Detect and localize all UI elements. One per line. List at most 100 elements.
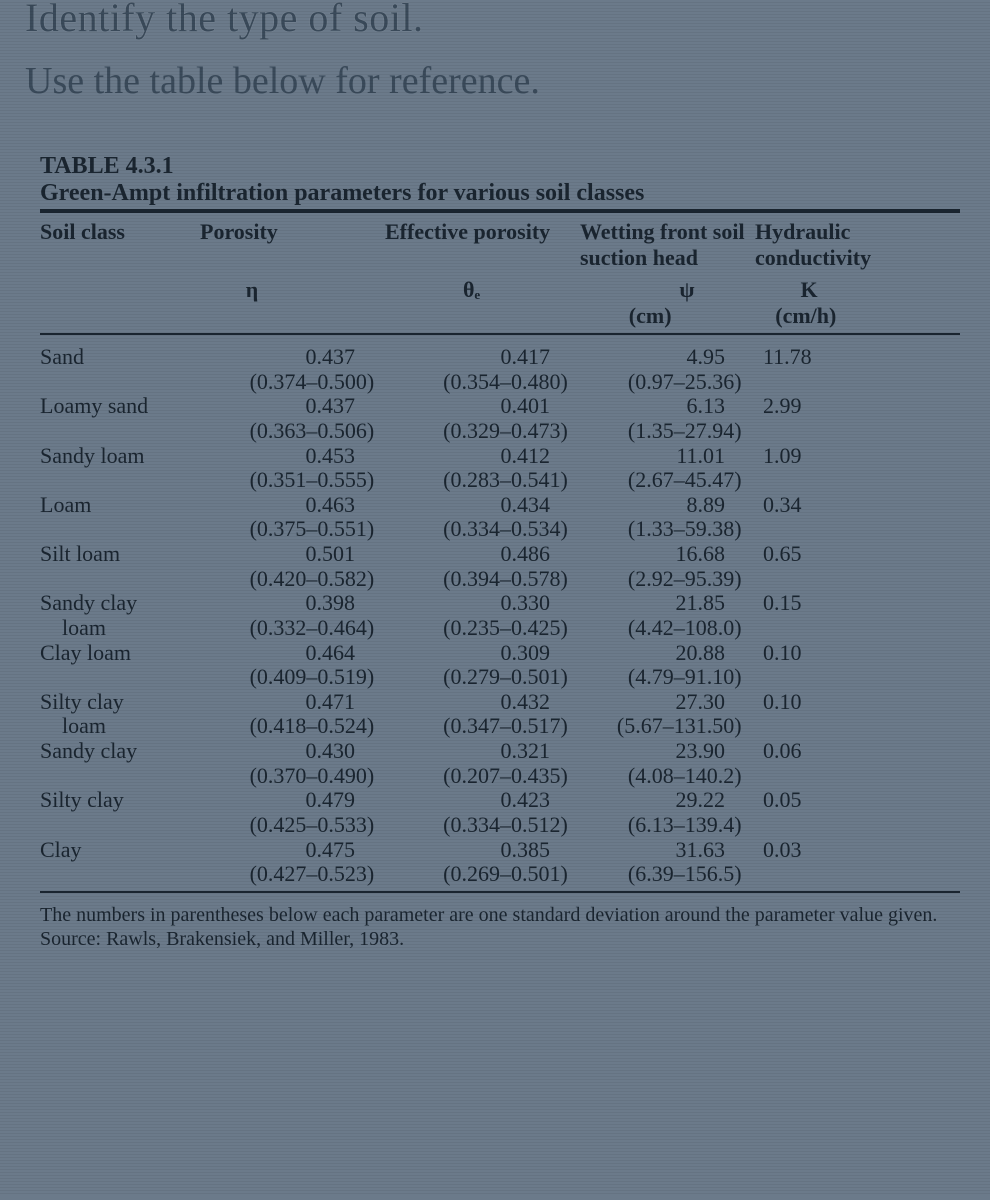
cell-poros-range: (0.351–0.555) — [221, 468, 405, 493]
table-row-range: (0.370–0.490)(0.207–0.435)(4.08–140.2) — [40, 764, 960, 789]
rule-bottom — [40, 891, 960, 893]
cell-poros-range: (0.375–0.551) — [221, 517, 405, 542]
table-row: Clay loam0.4640.30920.880.10 — [40, 641, 960, 666]
instruction-sub: Use the table below for reference. — [25, 59, 965, 103]
cell-eff-range: (0.347–0.517) — [404, 714, 598, 739]
cell-eff-range: (0.269–0.501) — [404, 862, 598, 887]
symbol-hyd: K — [800, 277, 960, 303]
cell-soil-sub — [40, 517, 221, 542]
cell-soil: Sandy loam — [40, 444, 200, 469]
cell-eff-range: (0.334–0.534) — [404, 517, 598, 542]
cell-hyd: 0.65 — [755, 542, 945, 567]
cell-wet-range: (4.79–91.10) — [598, 665, 772, 690]
instruction-top: Identify the type of soil. — [25, 0, 965, 41]
cell-eff: 0.417 — [385, 345, 580, 370]
cell-eff-range: (0.394–0.578) — [404, 567, 598, 592]
table-row-range: loam(0.418–0.524)(0.347–0.517)(5.67–131.… — [40, 714, 960, 739]
cell-soil-sub — [40, 468, 221, 493]
table-row-range: (0.409–0.519)(0.279–0.501)(4.79–91.10) — [40, 665, 960, 690]
header-wet: Wetting front soil suction head — [580, 219, 755, 271]
cell-eff-range: (0.329–0.473) — [404, 419, 598, 444]
table: TABLE 4.3.1 Green-Ampt infiltration para… — [40, 153, 960, 951]
cell-soil: Loam — [40, 493, 200, 518]
cell-poros-range: (0.370–0.490) — [221, 764, 405, 789]
cell-eff-range: (0.279–0.501) — [404, 665, 598, 690]
cell-eff-range: (0.334–0.512) — [404, 813, 598, 838]
cell-poros: 0.471 — [200, 690, 385, 715]
header-hyd: Hydraulic conductivity — [755, 219, 945, 271]
cell-poros: 0.437 — [200, 345, 385, 370]
cell-soil: Sand — [40, 345, 200, 370]
cell-eff: 0.486 — [385, 542, 580, 567]
cell-soil-sub — [40, 764, 221, 789]
cell-eff: 0.309 — [385, 641, 580, 666]
cell-soil: Silt loam — [40, 542, 200, 567]
cell-soil: Clay loam — [40, 641, 200, 666]
cell-eff: 0.432 — [385, 690, 580, 715]
cell-eff: 0.330 — [385, 591, 580, 616]
cell-wet: 16.68 — [580, 542, 755, 567]
cell-hyd: 0.10 — [755, 690, 945, 715]
cell-hyd: 0.15 — [755, 591, 945, 616]
cell-wet: 27.30 — [580, 690, 755, 715]
cell-soil: Loamy sand — [40, 394, 200, 419]
cell-poros-range: (0.420–0.582) — [221, 567, 405, 592]
cell-hyd: 0.34 — [755, 493, 945, 518]
table-row-range: (0.375–0.551)(0.334–0.534)(1.33–59.38) — [40, 517, 960, 542]
table-row-range: (0.374–0.500)(0.354–0.480)(0.97–25.36) — [40, 370, 960, 395]
cell-wet-range: (2.67–45.47) — [598, 468, 772, 493]
symbol-wet: ψ — [613, 277, 800, 303]
cell-poros: 0.453 — [200, 444, 385, 469]
cell-eff: 0.412 — [385, 444, 580, 469]
table-row: Sandy clay0.4300.32123.900.06 — [40, 739, 960, 764]
cell-soil-sub: loam — [40, 616, 221, 641]
header-poros: Porosity — [200, 219, 385, 271]
rule-top — [40, 209, 960, 213]
cell-soil-sub — [40, 665, 221, 690]
cell-poros-range: (0.427–0.523) — [221, 862, 405, 887]
header-eff: Effective porosity — [385, 219, 580, 271]
cell-poros-range: (0.418–0.524) — [221, 714, 405, 739]
cell-wet: 20.88 — [580, 641, 755, 666]
cell-poros: 0.437 — [200, 394, 385, 419]
cell-poros: 0.463 — [200, 493, 385, 518]
cell-hyd: 2.99 — [755, 394, 945, 419]
unit-hyd: (cm/h) — [775, 303, 960, 329]
cell-hyd: 11.78 — [755, 345, 945, 370]
cell-hyd: 0.10 — [755, 641, 945, 666]
cell-wet-range: (4.08–140.2) — [598, 764, 772, 789]
table-unit-row: (cm) (cm/h) — [40, 303, 960, 329]
cell-soil: Silty clay — [40, 690, 200, 715]
cell-soil-sub — [40, 862, 221, 887]
cell-wet-range: (2.92–95.39) — [598, 567, 772, 592]
header-soil: Soil class — [40, 219, 200, 271]
cell-wet: 11.01 — [580, 444, 755, 469]
table-row: Loamy sand0.4370.4016.132.99 — [40, 394, 960, 419]
cell-eff: 0.423 — [385, 788, 580, 813]
rule-mid — [40, 333, 960, 335]
cell-eff-range: (0.207–0.435) — [404, 764, 598, 789]
table-row: Sand0.4370.4174.9511.78 — [40, 345, 960, 370]
cell-soil: Silty clay — [40, 788, 200, 813]
table-row: Sandy clay0.3980.33021.850.15 — [40, 591, 960, 616]
cell-soil-sub — [40, 567, 221, 592]
symbol-eff: θₑ — [390, 277, 614, 303]
symbol-poros: η — [174, 277, 389, 303]
cell-hyd: 0.03 — [755, 838, 945, 863]
cell-wet-range: (6.39–156.5) — [598, 862, 772, 887]
cell-poros-range: (0.425–0.533) — [221, 813, 405, 838]
table-row-range: (0.420–0.582)(0.394–0.578)(2.92–95.39) — [40, 567, 960, 592]
unit-wet: (cm) — [565, 303, 775, 329]
table-row: Sandy loam0.4530.41211.011.09 — [40, 444, 960, 469]
table-row-range: (0.351–0.555)(0.283–0.541)(2.67–45.47) — [40, 468, 960, 493]
page: Identify the type of soil. Use the table… — [0, 0, 990, 971]
cell-eff: 0.434 — [385, 493, 580, 518]
table-body: Sand0.4370.4174.9511.78(0.374–0.500)(0.3… — [40, 345, 960, 887]
cell-poros-range: (0.332–0.464) — [221, 616, 405, 641]
cell-soil-sub: loam — [40, 714, 221, 739]
table-footnote: The numbers in parentheses below each pa… — [40, 903, 960, 951]
cell-poros: 0.398 — [200, 591, 385, 616]
cell-wet-range: (4.42–108.0) — [598, 616, 772, 641]
cell-wet: 23.90 — [580, 739, 755, 764]
table-row-range: loam(0.332–0.464)(0.235–0.425)(4.42–108.… — [40, 616, 960, 641]
